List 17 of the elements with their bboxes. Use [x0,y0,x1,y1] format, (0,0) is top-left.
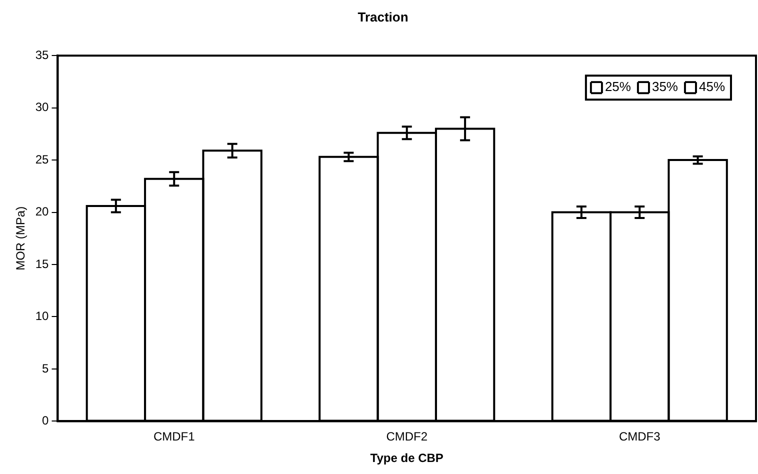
legend-label: 45% [698,79,726,94]
y-tick-label: 30 [35,100,50,114]
chart-title: Traction [358,9,408,24]
x-tick-label: CMDF1 [153,430,196,444]
legend-label: 35% [652,79,678,94]
y-tick-label: 5 [42,361,50,376]
x-tick-label: CMDF2 [386,430,428,444]
y-tick-label: 10 [35,309,50,324]
y-axis-title: MOR (MPa) [14,206,28,270]
x-tick-label: CMDF3 [618,430,661,444]
x-axis-title: Type de CBP [370,451,444,466]
y-tick-label: 20 [35,204,50,219]
y-tick-label: 0 [42,414,50,428]
y-tick-label: 25 [35,152,50,166]
y-tick-label: 35 [35,48,50,62]
y-tick-label: 15 [35,256,50,271]
legend-label: 25% [604,79,632,94]
